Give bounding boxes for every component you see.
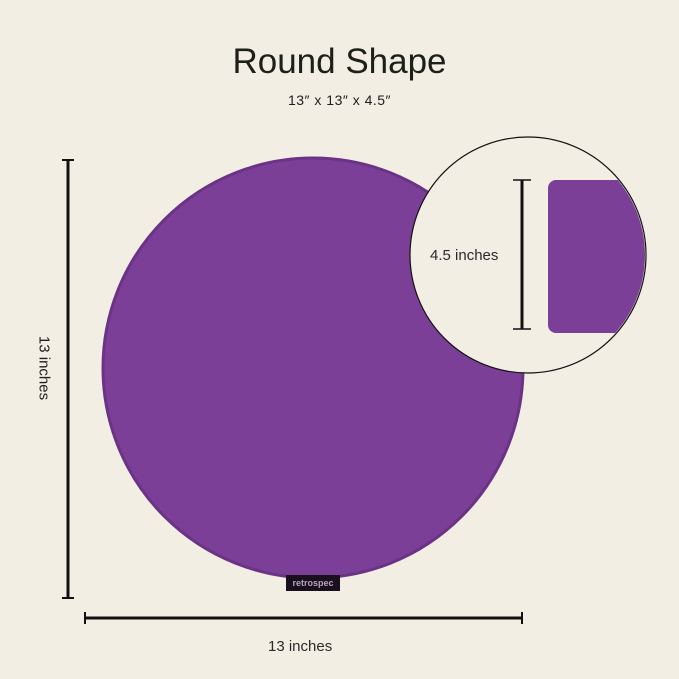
height-label: 4.5 inches (430, 247, 499, 264)
page-title: Round Shape (232, 42, 447, 81)
dimensions-subtitle: 13″ x 13″ x 4.5″ (287, 92, 392, 108)
cushion-side-view (548, 180, 645, 333)
width-label: 13 inches (268, 638, 333, 655)
brand-tag: retrospec (286, 575, 340, 591)
length-label: 13 inches (35, 335, 53, 401)
